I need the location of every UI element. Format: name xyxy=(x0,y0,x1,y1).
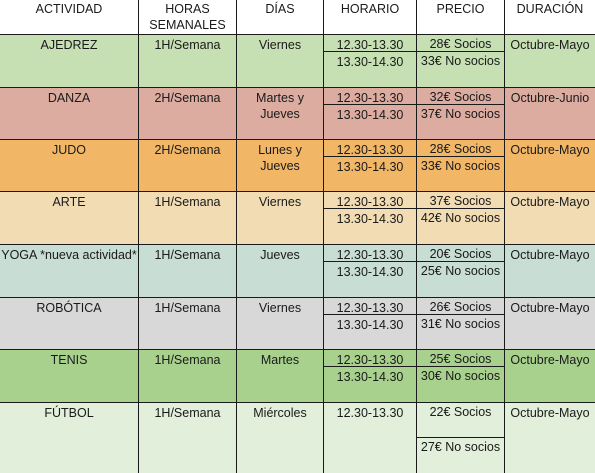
activity-name-cell: FÚTBOL xyxy=(0,403,139,473)
price-socios: 25€ Socios xyxy=(417,350,505,367)
duration-cell: Octubre-Mayo xyxy=(505,350,595,403)
schedule-slot-2: 13.30-14.30 xyxy=(324,315,417,350)
days-cell: Martes y Jueves xyxy=(237,88,324,140)
price-socios: 20€ Socios xyxy=(417,245,505,262)
activity-name-cell: TENIS xyxy=(0,350,139,403)
price-no-socios: 25€ No socios xyxy=(417,262,505,298)
header-duracion: DURACIÓN xyxy=(505,0,595,35)
price-socios: 26€ Socios xyxy=(417,298,505,315)
header-horas-semanales: HORAS SEMANALES xyxy=(139,0,237,35)
schedule-slot-1: 12.30-13.30 xyxy=(324,403,417,473)
schedule-slot-2: 13.30-14.30 xyxy=(324,52,417,88)
schedule-slot-1: 12.30-13.30 xyxy=(324,350,417,367)
hours-cell: 1H/Semana xyxy=(139,245,237,298)
schedule-slot-2: 13.30-14.30 xyxy=(324,157,417,192)
header-dias: DÍAS xyxy=(237,0,324,35)
days-cell: Miércoles xyxy=(237,403,324,473)
duration-cell: Octubre-Mayo xyxy=(505,245,595,298)
schedule-slot-2: 13.30-14.30 xyxy=(324,262,417,298)
days-cell: Viernes xyxy=(237,35,324,88)
header-actividad: ACTIVIDAD xyxy=(0,0,139,35)
price-no-socios: 33€ No socios xyxy=(417,52,505,88)
hours-cell: 1H/Semana xyxy=(139,192,237,245)
duration-cell: Octubre-Mayo xyxy=(505,192,595,245)
hours-cell: 1H/Semana xyxy=(139,350,237,403)
hours-cell: 1H/Semana xyxy=(139,403,237,473)
duration-cell: Octubre-Junio xyxy=(505,88,595,140)
price-no-socios: 30€ No socios xyxy=(417,367,505,403)
schedule-slot-1: 12.30-13.30 xyxy=(324,192,417,209)
price-socios: 32€ Socios xyxy=(417,88,505,105)
hours-cell: 1H/Semana xyxy=(139,35,237,88)
days-cell: Viernes xyxy=(237,298,324,350)
schedule-slot-1: 12.30-13.30 xyxy=(324,298,417,315)
price-no-socios: 27€ No socios xyxy=(417,438,505,473)
schedule-slot-2: 13.30-14.30 xyxy=(324,209,417,245)
price-socios: 37€ Socios xyxy=(417,192,505,209)
price-no-socios: 33€ No socios xyxy=(417,157,505,192)
days-cell: Lunes y Jueves xyxy=(237,140,324,192)
price-socios: 28€ Socios xyxy=(417,140,505,157)
header-horario: HORARIO xyxy=(324,0,417,35)
schedule-slot-1: 12.30-13.30 xyxy=(324,140,417,157)
schedule-slot-2: 13.30-14.30 xyxy=(324,105,417,140)
days-cell: Jueves xyxy=(237,245,324,298)
schedule-slot-1: 12.30-13.30 xyxy=(324,245,417,262)
schedule-slot-1: 12.30-13.30 xyxy=(324,88,417,105)
price-no-socios: 42€ No socios xyxy=(417,209,505,245)
days-cell: Martes xyxy=(237,350,324,403)
price-socios: 28€ Socios xyxy=(417,35,505,52)
activity-name-cell: YOGA *nueva actividad* xyxy=(0,245,139,298)
schedule-slot-1: 12.30-13.30 xyxy=(324,35,417,52)
days-cell: Viernes xyxy=(237,192,324,245)
activity-name-cell: ROBÓTICA xyxy=(0,298,139,350)
duration-cell: Octubre-Mayo xyxy=(505,140,595,192)
duration-cell: Octubre-Mayo xyxy=(505,35,595,88)
header-precio: PRECIO xyxy=(417,0,505,35)
activity-name-cell: ARTE xyxy=(0,192,139,245)
price-no-socios: 31€ No socios xyxy=(417,315,505,350)
activity-name-cell: JUDO xyxy=(0,140,139,192)
hours-cell: 1H/Semana xyxy=(139,298,237,350)
schedule-slot-2: 13.30-14.30 xyxy=(324,367,417,403)
hours-cell: 2H/Semana xyxy=(139,140,237,192)
price-socios: 22€ Socios xyxy=(417,403,505,438)
price-no-socios: 37€ No socios xyxy=(417,105,505,140)
duration-cell: Octubre-Mayo xyxy=(505,403,595,473)
activity-name-cell: AJEDREZ xyxy=(0,35,139,88)
duration-cell: Octubre-Mayo xyxy=(505,298,595,350)
hours-cell: 2H/Semana xyxy=(139,88,237,140)
activity-name-cell: DANZA xyxy=(0,88,139,140)
